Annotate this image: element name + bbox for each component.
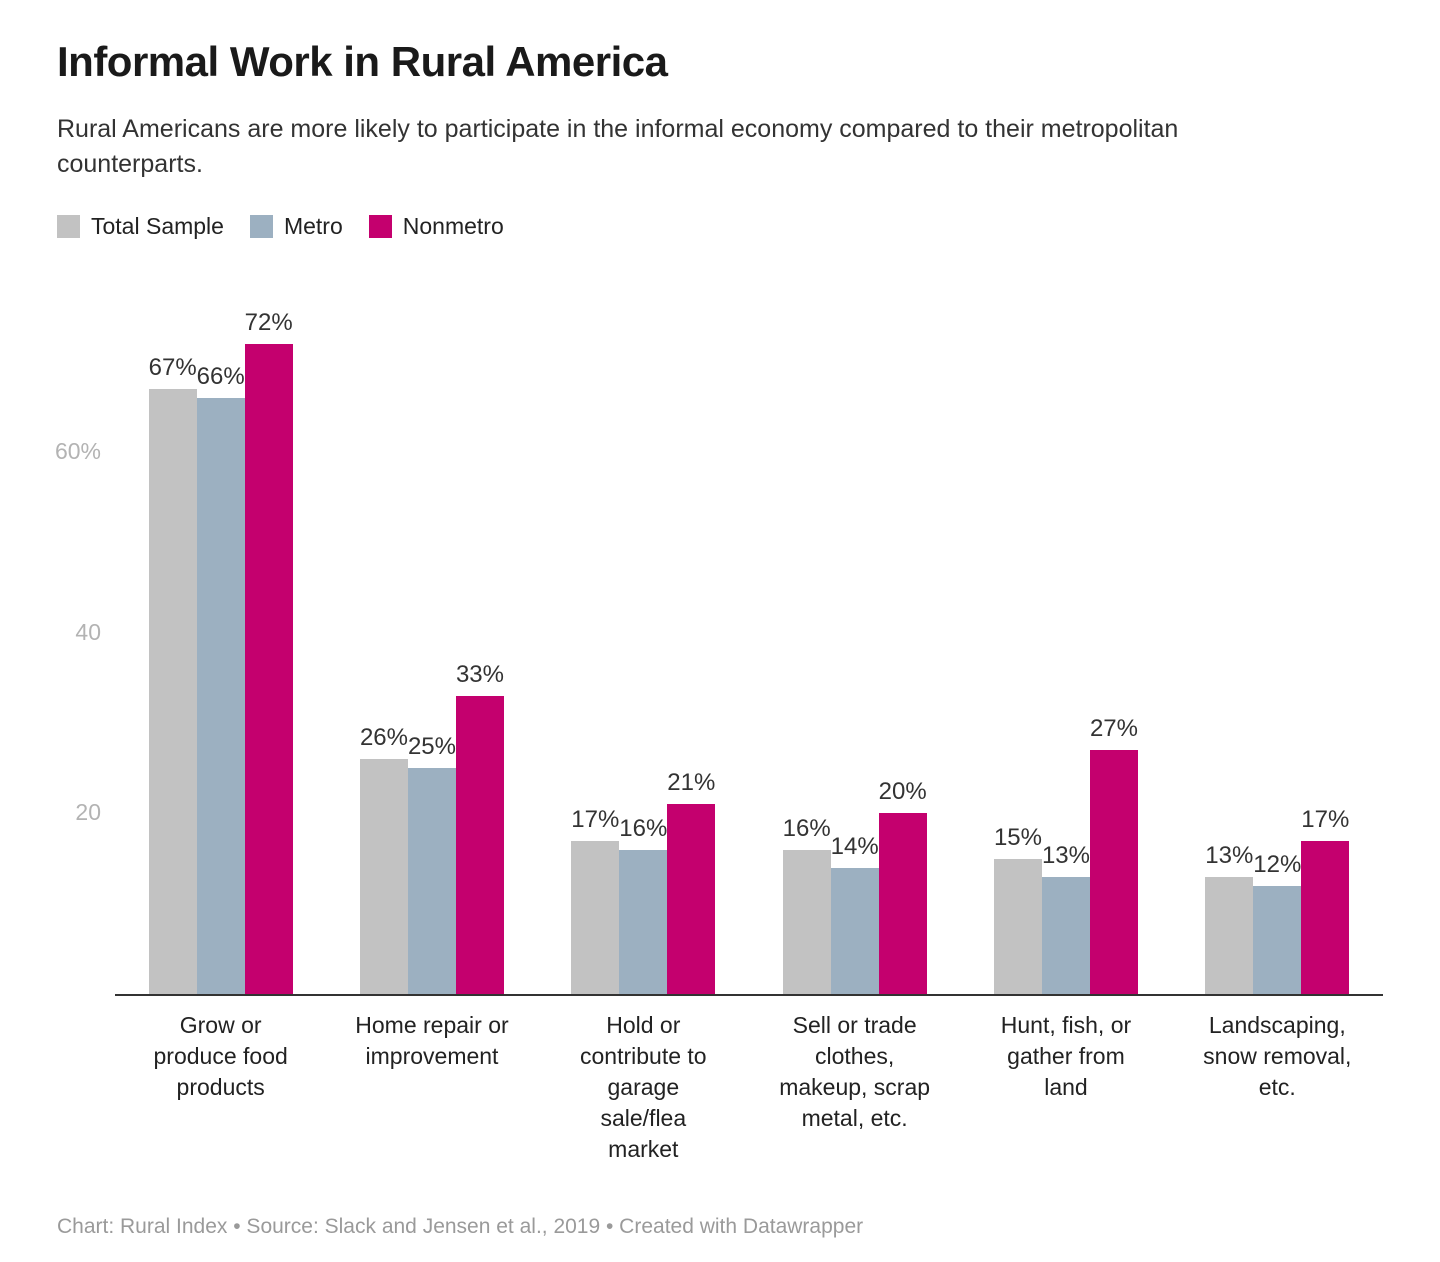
legend-label-nonmetro: Nonmetro	[402, 213, 504, 239]
y-axis-tick-label: 20	[75, 799, 101, 826]
bar-value-label: 14%	[830, 832, 879, 860]
bar-value-label: 67%	[148, 354, 197, 381]
bar-value-label: 17%	[571, 805, 620, 833]
x-axis-labels: Grow or produce food products Home repair…	[115, 1010, 1383, 1165]
y-axis-tick-label: 40	[75, 618, 101, 645]
bar-nonmetro: 20%	[879, 778, 927, 994]
bar-value-label: 21%	[667, 769, 716, 797]
plot-area: 20 40 60% 67% 66% 72% 26% 25% 33% 17% 16% 21% 16% 14%…	[55, 286, 1383, 996]
chart-subtitle: Rural Americans are more likely to parti…	[57, 115, 1179, 178]
bar-nonmetro: 27%	[1090, 715, 1138, 994]
bar-value-label: 13%	[1205, 841, 1254, 869]
bar-value-label: 66%	[196, 363, 245, 391]
bar-metro: 16%	[619, 815, 667, 994]
bar-metro: 14%	[831, 833, 879, 994]
x-axis-category-label: Landscaping, snow removal, etc.	[1203, 1012, 1352, 1101]
bar-value-label: 27%	[1089, 715, 1138, 743]
x-axis-category-label: Hunt, fish, or gather from land	[1000, 1012, 1132, 1101]
x-axis-label-slot: Hold or contribute to garage sale/flea m…	[538, 1010, 749, 1165]
bar-metro: 66%	[197, 363, 245, 994]
y-axis-tick-label: 60%	[54, 438, 101, 465]
legend-swatch-metro	[249, 215, 273, 238]
bar-value-label: 13%	[1041, 841, 1090, 869]
bar-group: 15% 13% 27%	[960, 286, 1171, 994]
bar-value-label: 12%	[1253, 850, 1302, 878]
bar-group: 17% 16% 21%	[538, 286, 749, 994]
bar-total-sample: 17%	[571, 806, 619, 994]
bar-total-sample: 13%	[1205, 842, 1253, 994]
plot-wrap: 20 40 60% 67% 66% 72% 26% 25% 33% 17% 16% 21% 16% 14%…	[55, 286, 1383, 1165]
bar-value-label: 16%	[619, 814, 668, 842]
bar-value-label: 15%	[993, 823, 1042, 851]
bar-nonmetro: 72%	[245, 309, 293, 994]
legend-swatch-nonmetro	[368, 215, 392, 238]
legend: Total Sample Metro Nonmetro	[57, 213, 1383, 240]
legend-label-metro: Metro	[283, 213, 343, 239]
x-axis-label-slot: Landscaping, snow removal, etc.	[1172, 1010, 1383, 1165]
x-axis-category-label: Home repair or improvement	[355, 1012, 509, 1070]
x-axis-label-slot: Sell or trade clothes, makeup, scrap met…	[749, 1010, 960, 1165]
bar-total-sample: 16%	[783, 815, 831, 994]
x-axis-label-slot: Hunt, fish, or gather from land	[960, 1010, 1171, 1165]
bar-total-sample: 26%	[360, 724, 408, 994]
bar-value-label: 25%	[407, 733, 457, 761]
bar-total-sample: 15%	[994, 824, 1042, 994]
bar-nonmetro: 21%	[667, 769, 715, 994]
bar-group: 26% 25% 33%	[326, 286, 537, 994]
bar-metro: 25%	[408, 733, 456, 994]
bar-value-label: 20%	[878, 778, 927, 806]
legend-label-total-sample: Total Sample	[91, 213, 224, 239]
legend-item-total-sample: Total Sample	[57, 213, 224, 240]
footer-attribution: Chart: Rural Index • Source: Slack and J…	[57, 1215, 864, 1239]
bar-value-label: 16%	[782, 814, 831, 842]
bar-group: 67% 66% 72%	[115, 286, 326, 994]
bar-value-label: 72%	[244, 308, 293, 336]
bar-value-label: 17%	[1301, 805, 1350, 833]
x-axis-category-label: Sell or trade clothes, makeup, scrap met…	[779, 1012, 931, 1132]
bar-metro: 13%	[1042, 842, 1090, 994]
bar-group: 16% 14% 20%	[749, 286, 960, 994]
bar-value-label: 26%	[359, 724, 409, 752]
legend-item-nonmetro: Nonmetro	[368, 213, 504, 240]
bar-group: 13% 12% 17%	[1172, 286, 1383, 994]
bar-nonmetro: 33%	[456, 661, 504, 994]
legend-swatch-total-sample	[57, 215, 80, 238]
x-axis-label-slot: Grow or produce food products	[115, 1010, 326, 1165]
x-axis-category-label: Grow or produce food products	[153, 1012, 288, 1101]
x-axis-label-slot: Home repair or improvement	[326, 1010, 537, 1165]
legend-item-metro: Metro	[249, 213, 343, 240]
bar-total-sample: 67%	[149, 354, 197, 994]
bar-nonmetro: 17%	[1301, 806, 1349, 994]
x-axis-category-label: Hold or contribute to garage sale/flea m…	[580, 1012, 707, 1163]
bar-value-label: 33%	[455, 661, 505, 689]
bar-metro: 12%	[1253, 851, 1301, 994]
chart-title: Informal Work in Rural America	[57, 38, 668, 85]
